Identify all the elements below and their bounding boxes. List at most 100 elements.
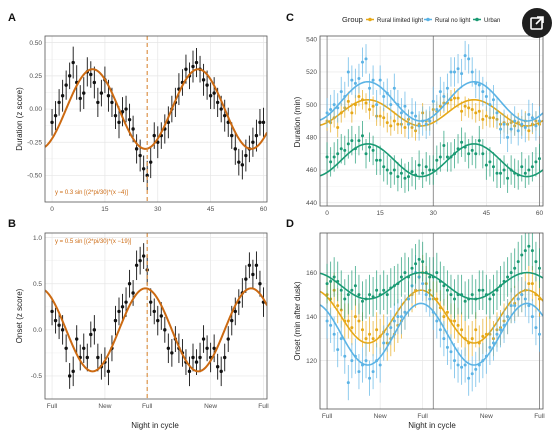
- panel-a-point: [50, 120, 54, 125]
- panel-d-rural-limited-light-point: [456, 323, 460, 327]
- legend-item-urban: Urban: [473, 17, 500, 24]
- panel-a-point: [71, 60, 75, 65]
- panel-d-rural-no-light-point: [435, 319, 439, 323]
- panel-a-y-tick-label: -0.25: [27, 139, 42, 146]
- panel-c-rural-no-light-point: [431, 99, 435, 103]
- panel-d-urban-point: [325, 282, 329, 286]
- panel-b-point: [163, 328, 167, 332]
- panel-d-urban-point: [360, 299, 364, 303]
- panel-b-point: [96, 355, 100, 360]
- panel-b-point: [205, 346, 209, 350]
- panel-c-urban-point: [389, 171, 393, 175]
- panel-b-x-tick-label: New: [204, 403, 217, 410]
- panel-c-rural-no-light-point: [456, 67, 460, 71]
- panel-c-rural-limited-light-point: [456, 96, 460, 100]
- panel-d-urban-point: [428, 275, 432, 279]
- panel-a-point: [149, 160, 153, 164]
- panel-c-urban-point: [495, 171, 499, 175]
- panel-c-duration-min: 440 460 480 500 520 540 0 15 30 45 60: [306, 35, 544, 217]
- panel-c-x-tick-label: 0: [325, 210, 329, 217]
- panel-b-point: [198, 355, 202, 360]
- panel-c-urban-point: [325, 155, 329, 159]
- panel-a-point: [134, 147, 139, 151]
- panel-d-rural-no-light-point: [506, 315, 510, 319]
- panel-d-rural-limited-light-point: [474, 328, 478, 332]
- panel-c-rural-no-light-point: [537, 119, 541, 123]
- legend-item-rural-no-light: Rural no light: [424, 17, 471, 24]
- panel-b-point: [159, 314, 163, 318]
- panel-a-point: [120, 109, 125, 114]
- panel-d-urban-point: [382, 288, 386, 292]
- panel-d-rural-no-light-point: [350, 359, 354, 363]
- expand-button[interactable]: [522, 8, 552, 38]
- panel-letter-d: D: [286, 218, 294, 230]
- panel-d-x-tick-label: Full: [534, 413, 545, 420]
- panel-a-point: [64, 83, 68, 87]
- panel-b-background: [45, 233, 267, 399]
- panel-d-rural-no-light-point: [399, 315, 403, 319]
- panel-b-x-tick-label: Full: [258, 403, 269, 410]
- panel-d-y-tick-label: 120: [306, 358, 317, 365]
- panel-c-rural-no-light-point: [329, 108, 333, 112]
- panel-d-urban-fit-curve: [320, 271, 543, 300]
- panel-b-x-tick-label: New: [98, 403, 111, 410]
- panel-d-rural-no-light-point: [329, 323, 333, 327]
- panel-d-urban-point: [375, 288, 379, 292]
- panel-c-rural-no-light-point: [414, 114, 418, 118]
- panel-b-border: [44, 232, 268, 400]
- panel-d-rural-no-light-point: [488, 345, 492, 349]
- panel-c-rural-no-light-point: [339, 90, 343, 94]
- panel-a-y-tick-label: 0.25: [29, 73, 42, 80]
- panel-d-rural-no-light-point: [336, 348, 340, 352]
- panel-c-urban-point: [385, 168, 389, 172]
- panel-c-urban-point: [477, 139, 481, 143]
- panel-a-point: [208, 94, 213, 98]
- panel-d-rural-limited-light-point: [530, 282, 534, 286]
- panel-c-urban-point: [506, 176, 510, 180]
- panel-d-rural-no-light-point: [513, 304, 517, 308]
- panel-c-rural-no-light-point: [481, 90, 485, 94]
- panel-c-rural-no-light-point: [389, 103, 393, 107]
- panel-d-urban-point: [527, 244, 531, 248]
- expand-external-icon: [530, 16, 544, 30]
- panel-d-x-tick-label: Full: [417, 413, 428, 420]
- panel-b-point: [244, 277, 248, 281]
- panel-c-y-tick-label: 480: [306, 135, 317, 142]
- panel-c-rural-limited-light-point: [484, 114, 488, 118]
- panel-c-rural-no-light-point: [516, 129, 520, 133]
- y-axis-title-a: Duration (z score): [15, 87, 24, 151]
- panel-c-border: [319, 35, 544, 207]
- panel-b-point: [85, 355, 89, 360]
- panel-b-point: [117, 309, 121, 314]
- panel-c-urban-point: [382, 165, 386, 169]
- panel-c-rural-limited-light-point: [467, 106, 471, 110]
- panel-d-rural-no-light-point: [527, 304, 531, 308]
- panel-b-point: [64, 346, 68, 350]
- panel-b-y-tick-label: 0.0: [33, 327, 42, 334]
- legend-title: Group: [342, 15, 363, 24]
- panel-a-point: [60, 94, 65, 98]
- y-axis-title-c: Duration (min): [293, 96, 302, 147]
- panel-c-rural-no-light-point: [346, 70, 350, 74]
- panel-d-rural-no-light-point: [467, 376, 471, 380]
- panel-b-point: [124, 300, 128, 304]
- panel-c-rural-no-light-point: [332, 103, 336, 107]
- panel-c-rural-limited-light-point: [474, 111, 478, 115]
- panel-a-x-tick-label: 0: [50, 206, 54, 213]
- panel-c-rural-limited-light-point: [477, 109, 481, 113]
- panel-b-point: [201, 337, 206, 341]
- panel-d-urban-point: [453, 297, 457, 301]
- panel-a-fit-equation: y = 0.3 sin [(2*pi/30)*(x −4)]: [55, 190, 128, 196]
- panel-c-rural-limited-light-point: [346, 99, 350, 103]
- panel-a-point: [82, 91, 86, 95]
- panel-d-rural-no-light-point: [368, 376, 372, 380]
- panel-c-rural-no-light-point: [502, 122, 506, 126]
- panel-d-urban-point: [442, 284, 446, 288]
- panel-c-x-tick-label: 30: [430, 210, 438, 217]
- panel-c-rural-limited-light-point: [491, 116, 495, 120]
- panel-d-urban-point: [523, 249, 527, 253]
- panel-a-point: [127, 117, 132, 122]
- panel-c-rural-limited-light-point: [385, 121, 389, 125]
- panel-a-point: [244, 153, 248, 158]
- panel-d-urban-point: [445, 288, 449, 292]
